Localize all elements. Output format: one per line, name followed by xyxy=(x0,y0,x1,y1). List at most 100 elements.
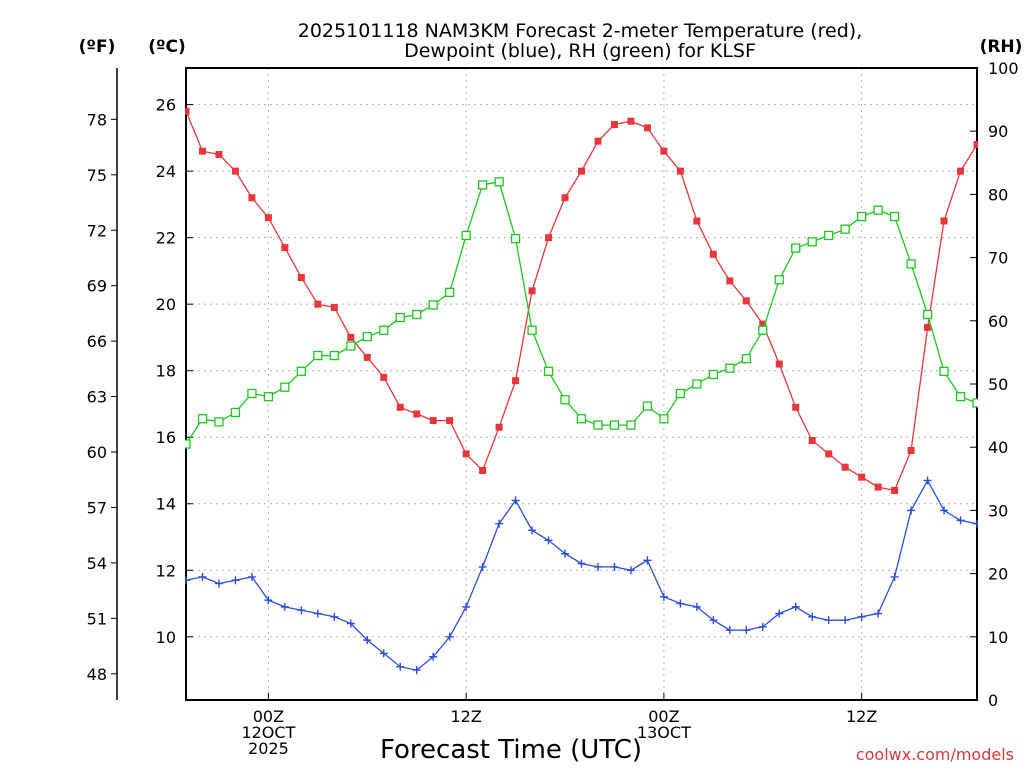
rh-tick-label: 80 xyxy=(988,185,1008,204)
dewpoint-point xyxy=(824,616,833,625)
rh-point xyxy=(873,205,883,215)
temperature-point xyxy=(660,147,668,155)
temperature-point xyxy=(561,194,569,202)
rh-point xyxy=(461,230,471,241)
dewpoint-point xyxy=(593,562,602,571)
credit-text: coolwx.com/models xyxy=(856,745,1014,764)
rh-point xyxy=(807,237,817,247)
dewpoint-point xyxy=(940,506,949,515)
rh-point xyxy=(774,275,784,285)
rh-point xyxy=(609,420,620,430)
rh-point xyxy=(626,420,636,430)
rh-point xyxy=(593,420,603,430)
rh-point xyxy=(379,325,389,335)
dewpoint-point xyxy=(923,476,932,485)
dewpoint-point xyxy=(396,662,405,671)
series-rh xyxy=(185,177,978,449)
dewpoint-point xyxy=(247,572,256,581)
x-tick-label: 12Z xyxy=(846,707,877,726)
c-tick-label: 26 xyxy=(156,96,176,115)
temperature-line xyxy=(185,110,978,492)
temperature-point xyxy=(858,473,866,481)
rh-point xyxy=(263,391,274,402)
temperature-point xyxy=(940,217,948,225)
dewpoint-point xyxy=(709,616,718,625)
temperature-point xyxy=(610,121,618,129)
dewpoint-line xyxy=(185,479,978,671)
temperature-point xyxy=(775,360,783,368)
c-tick-label: 14 xyxy=(156,495,176,514)
temperature-point xyxy=(495,423,503,431)
rh-point xyxy=(214,417,224,427)
dewpoint-point xyxy=(544,536,553,545)
temperature-point xyxy=(231,167,239,175)
dewpoint-point xyxy=(429,652,438,661)
dewpoint-point xyxy=(363,636,372,645)
rh-point xyxy=(906,259,916,269)
x-axis-title: Forecast Time (UTC) xyxy=(380,735,642,765)
temperature-point xyxy=(676,167,684,175)
rh-point xyxy=(972,398,978,408)
dewpoint-point xyxy=(330,612,339,621)
dewpoint-point xyxy=(231,576,240,585)
rh-point xyxy=(412,309,422,320)
rh-point xyxy=(856,211,867,222)
temperature-point xyxy=(891,486,899,494)
rh-point xyxy=(791,243,801,253)
rh-point xyxy=(642,401,653,411)
temperature-point xyxy=(578,167,585,175)
temperature-point xyxy=(693,217,701,225)
temperature-point xyxy=(643,124,651,132)
temperature-point xyxy=(742,297,750,305)
rh-point xyxy=(955,391,966,402)
rh-point xyxy=(675,388,686,399)
rh-point xyxy=(527,325,537,335)
dewpoint-point xyxy=(676,599,685,608)
temperature-point xyxy=(413,410,421,418)
gridlines xyxy=(186,68,977,700)
temperature-point xyxy=(825,450,833,458)
temperature-point xyxy=(297,274,305,282)
x-tick-label: 2025 xyxy=(248,739,289,758)
rh-point xyxy=(659,414,669,424)
rh-point xyxy=(395,312,405,323)
temperature-point xyxy=(429,417,437,425)
temperature-point xyxy=(709,250,717,258)
f-tick-label: 63 xyxy=(87,388,107,407)
f-tick-label: 51 xyxy=(87,609,107,628)
rh-point xyxy=(185,439,191,449)
dewpoint-point xyxy=(280,602,289,611)
temperature-point xyxy=(380,373,388,381)
f-tick-label: 57 xyxy=(87,498,107,517)
dewpoint-point xyxy=(264,596,273,605)
f-tick-label: 48 xyxy=(87,665,107,684)
rh-point xyxy=(230,407,241,418)
x-tick-label: 12OCT xyxy=(241,723,295,742)
c-tick-label: 22 xyxy=(156,229,176,248)
temperature-point xyxy=(759,320,767,328)
rh-point xyxy=(758,325,768,335)
dewpoint-point xyxy=(973,519,978,528)
dewpoint-point xyxy=(412,666,421,675)
rh-point xyxy=(313,350,323,361)
c-tick-label: 20 xyxy=(156,295,176,314)
rh-point xyxy=(708,369,718,380)
temperature-point xyxy=(874,483,882,491)
rh-point xyxy=(576,414,587,424)
f-tick-label: 78 xyxy=(87,110,107,129)
rh-tick-label: 30 xyxy=(988,501,1008,520)
rh-point xyxy=(560,395,570,405)
dewpoint-point xyxy=(379,649,388,658)
temperature-point xyxy=(248,194,256,202)
rh-tick-label: 10 xyxy=(988,628,1008,647)
f-tick-label: 66 xyxy=(87,332,107,351)
dewpoint-point xyxy=(214,579,223,588)
temperature-point xyxy=(347,333,355,341)
dewpoint-point xyxy=(890,572,899,581)
dewpoint-point xyxy=(495,519,504,528)
dewpoint-point xyxy=(198,572,207,581)
temperature-point xyxy=(627,117,635,125)
rh-tick-label: 0 xyxy=(988,691,998,710)
dewpoint-point xyxy=(659,592,668,601)
